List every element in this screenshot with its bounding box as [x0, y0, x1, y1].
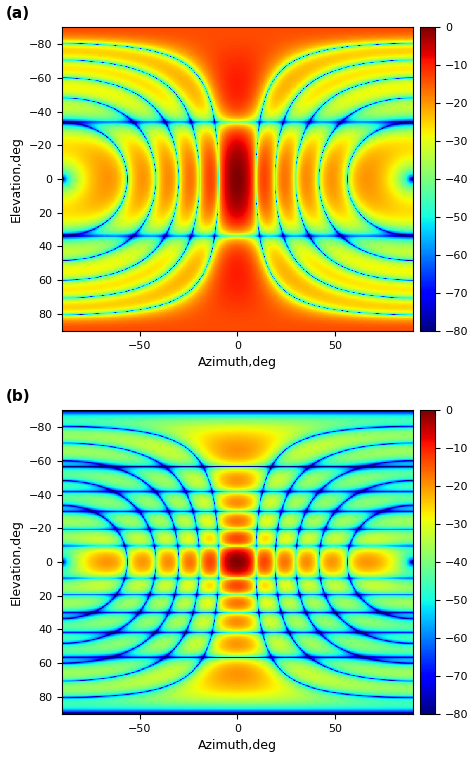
Y-axis label: Elevation,deg: Elevation,deg — [10, 136, 23, 222]
X-axis label: Azimuth,deg: Azimuth,deg — [198, 356, 277, 369]
Text: (a): (a) — [6, 6, 30, 21]
Y-axis label: Elevation,deg: Elevation,deg — [10, 519, 23, 605]
Text: (b): (b) — [6, 389, 30, 404]
X-axis label: Azimuth,deg: Azimuth,deg — [198, 739, 277, 752]
